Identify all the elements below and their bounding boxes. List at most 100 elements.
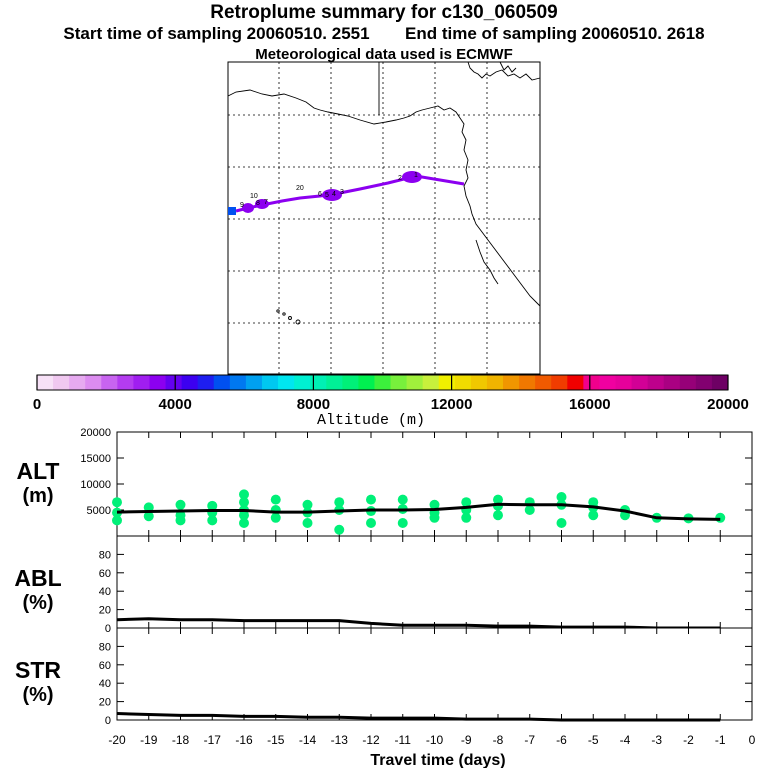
altitude-point — [366, 518, 376, 528]
plume-blob — [255, 199, 269, 209]
altitude-point — [175, 499, 186, 510]
colorbar-title: Altitude (m) — [317, 412, 425, 429]
altitude-point — [302, 518, 313, 528]
colorbar-cell — [438, 375, 456, 390]
colorbar-cell — [454, 375, 472, 390]
x-tick-label: -7 — [524, 733, 535, 747]
panel-unit-label: (m) — [22, 485, 53, 507]
colorbar-cell — [149, 375, 166, 390]
altitude-point — [112, 515, 122, 526]
altitude-point — [461, 512, 472, 523]
altitude-point — [334, 524, 345, 535]
day-label: 10 — [250, 193, 258, 200]
altitude-point — [143, 502, 154, 513]
altitude-point — [461, 497, 472, 508]
x-tick-label: -10 — [426, 733, 444, 747]
panel-label: ABL — [14, 565, 61, 591]
x-tick-label: -16 — [235, 733, 253, 747]
colorbar-cell — [117, 375, 134, 390]
day-label: 5 — [325, 192, 329, 199]
day-label: 6 — [318, 191, 322, 198]
colorbar-cell — [310, 375, 327, 390]
altitude-point — [397, 494, 408, 505]
plume-start-marker — [228, 207, 236, 215]
y-tick-label: 10000 — [80, 479, 111, 491]
altitude-point — [239, 497, 249, 508]
colorbar-cell — [567, 375, 584, 390]
start-time-label: Start time of sampling 20060510. 2551 — [63, 24, 370, 43]
colorbar-cell — [647, 375, 665, 390]
colorbar-cell — [711, 375, 729, 390]
altitude-point — [366, 494, 376, 505]
altitude-point — [588, 510, 599, 521]
colorbar-cell — [326, 375, 343, 390]
colorbar-cell — [53, 375, 70, 390]
colorbar-cell — [615, 375, 632, 390]
y-tick-label: 0 — [105, 623, 111, 635]
altitude-point — [524, 505, 535, 515]
altitude-point — [239, 518, 249, 528]
colorbar-cell — [406, 375, 424, 390]
panel-label: ALT — [16, 458, 59, 484]
altitude-mean-line — [116, 502, 721, 521]
panel-abl: ABL(%) 0 20 40 60 80 — [14, 535, 753, 635]
chart-title: Retroplume summary for c130_060509 — [210, 2, 558, 23]
colorbar-cell — [101, 375, 118, 390]
colorbar-cell — [374, 375, 391, 390]
y-tick-label: 15000 — [80, 453, 111, 465]
altitude-point — [239, 510, 249, 521]
panel-str: STR(%) 0 20 40 60 80 — [15, 627, 753, 727]
coastlines — [227, 61, 541, 325]
colorbar: 0 4000 8000 12000 16000 20000 Altitude (m) — [33, 374, 749, 429]
x-tick-label: -12 — [362, 733, 380, 747]
altitude-point — [302, 499, 313, 510]
x-tick-label: -17 — [204, 733, 222, 747]
altitude-point — [143, 511, 154, 522]
map-gridlines — [228, 62, 540, 374]
y-tick-label: 60 — [99, 568, 111, 580]
y-tick-label: 40 — [99, 678, 111, 690]
day-label: 9 — [240, 202, 244, 209]
colorbar-cell — [422, 375, 440, 390]
colorbar-tick-label: 16000 — [569, 396, 611, 413]
x-tick-label: -19 — [140, 733, 158, 747]
x-tick-label: -20 — [108, 733, 126, 747]
day-label: 1 — [414, 172, 418, 179]
plume-blob — [402, 171, 422, 183]
plume-blob — [242, 203, 254, 213]
altitude-point — [556, 518, 567, 528]
panel-label: STR — [15, 657, 61, 683]
y-tick-label: 80 — [99, 549, 111, 561]
day-label: 4 — [332, 191, 336, 198]
panel-unit-label: (%) — [22, 684, 53, 706]
altitude-point — [429, 512, 440, 523]
y-tick-label: 40 — [99, 586, 111, 598]
altitude-point — [112, 497, 122, 508]
y-tick-label: 20000 — [80, 427, 111, 439]
y-tick-label: 20 — [99, 605, 111, 617]
colorbar-cell — [503, 375, 520, 390]
colorbar-cell — [294, 375, 311, 390]
x-tick-label: -18 — [172, 733, 190, 747]
day-label: 3 — [340, 189, 344, 196]
colorbar-cell — [229, 375, 247, 390]
y-tick-label: 60 — [99, 660, 111, 672]
x-tick-label: -11 — [395, 733, 412, 747]
x-tick-label: -4 — [620, 733, 631, 747]
colorbar-cell — [181, 375, 199, 390]
altitude-point — [715, 512, 726, 523]
colorbar-cell — [85, 375, 102, 390]
colorbar-cell — [486, 375, 504, 390]
x-tick-label: -9 — [461, 733, 472, 747]
colorbar-cell — [679, 375, 697, 390]
colorbar-cell — [278, 375, 295, 390]
altitude-point — [239, 489, 249, 500]
panel-frame — [116, 627, 753, 721]
colorbar-tick-label: 20000 — [707, 396, 749, 413]
met-data-label: Meteorological data used is ECMWF — [255, 46, 513, 63]
colorbar-cell — [551, 375, 568, 390]
colorbar-cell — [390, 375, 408, 390]
